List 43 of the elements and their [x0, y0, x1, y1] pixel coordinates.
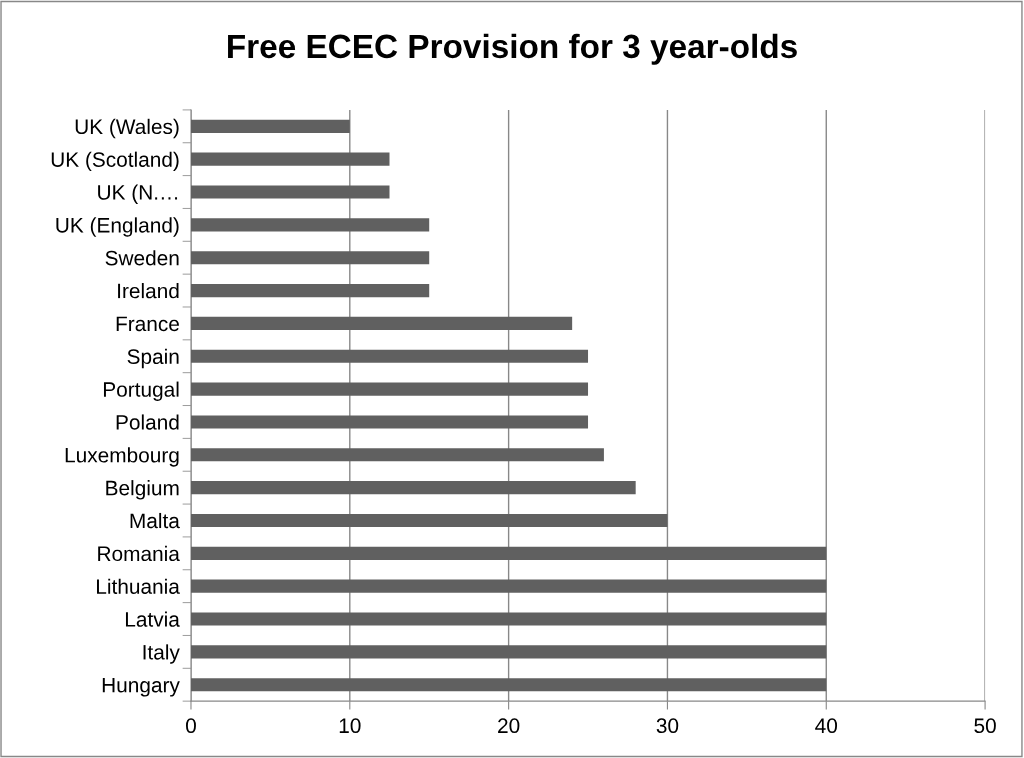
y-tick-label: Romania — [98, 545, 180, 562]
bar — [190, 349, 589, 363]
y-tick-label: Spain — [127, 348, 179, 369]
bar — [190, 448, 604, 462]
x-tick-label: 0 — [186, 718, 196, 734]
y-tick-label: Latvia — [125, 611, 180, 627]
y-tick-label: Belgium — [106, 480, 179, 500]
y-tick-label: UK (England) — [56, 217, 179, 237]
bar — [190, 612, 827, 626]
y-tick-label: UK (N.… — [98, 184, 178, 204]
chart-title: Free ECEC Provision for 3 year-olds — [228, 33, 797, 65]
bar — [190, 119, 350, 133]
bar — [190, 645, 827, 659]
y-tick-label: Ireland — [118, 283, 179, 299]
bar — [190, 546, 827, 560]
bar — [190, 579, 827, 593]
x-tick-label: 30 — [656, 718, 679, 734]
bar — [190, 284, 430, 298]
y-tick-label: Luxembourg — [65, 447, 179, 467]
y-tick-label: Malta — [130, 512, 180, 529]
bar — [190, 382, 589, 396]
y-tick-label: UK (Wales) — [75, 118, 179, 139]
x-tick-label: 10 — [339, 718, 361, 734]
x-tick-label: 40 — [815, 718, 838, 734]
bar — [190, 218, 430, 232]
y-tick-label: Italy — [143, 644, 180, 664]
bar — [190, 513, 668, 528]
bar — [190, 251, 430, 265]
bar — [190, 152, 390, 166]
x-tick-label: 20 — [498, 718, 520, 734]
bar — [190, 316, 573, 330]
bar — [190, 185, 390, 199]
y-tick-label: France — [116, 316, 179, 332]
bar — [190, 481, 636, 495]
bar — [190, 678, 827, 692]
bar — [190, 415, 589, 429]
y-tick-label: Sweden — [105, 250, 179, 266]
y-tick-label: UK (Scotland) — [51, 151, 179, 172]
y-tick-label: Portugal — [103, 381, 179, 401]
y-tick-label: Poland — [116, 414, 179, 430]
x-tick-label: 50 — [974, 718, 996, 734]
y-tick-label: Lithuania — [97, 578, 180, 594]
y-tick-label: Hungary — [102, 677, 180, 697]
